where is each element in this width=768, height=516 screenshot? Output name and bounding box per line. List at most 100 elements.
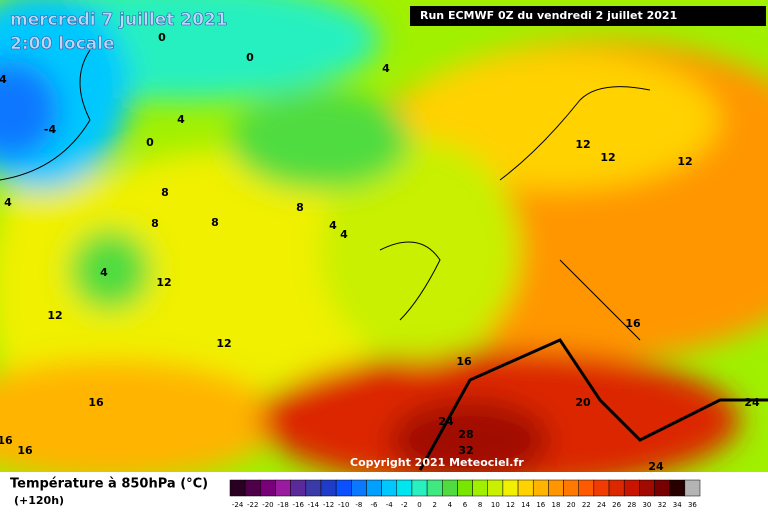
- contour-label: 12: [216, 337, 231, 350]
- colorbar-tick-label: 28: [627, 501, 636, 509]
- lead-time: (+120h): [14, 494, 64, 507]
- colorbar-tick-label: 34: [673, 501, 682, 509]
- colorbar-tick-label: 18: [552, 501, 561, 509]
- colorbar-swatch: [608, 479, 625, 497]
- colorbar-swatch: [290, 479, 307, 497]
- contour-label: 4: [382, 62, 390, 75]
- contour-label: 12: [156, 276, 171, 289]
- colorbar-swatch: [684, 479, 701, 497]
- colorbar-swatch: [442, 479, 458, 497]
- colorbar-tick-label: -16: [293, 501, 305, 509]
- colorbar-swatch: [472, 479, 488, 497]
- contour-label: 8: [211, 216, 219, 229]
- colorbar-swatch: [563, 479, 579, 497]
- colorbar-tick-label: 26: [612, 501, 621, 509]
- colorbar-swatch: [517, 479, 534, 497]
- colorbar-tick-label: 36: [688, 501, 697, 509]
- contour-label: 28: [458, 428, 473, 441]
- contour-label: 4: [0, 73, 7, 86]
- colorbar-tick-label: 4: [448, 501, 453, 509]
- contour-label: 16: [17, 444, 33, 457]
- colorbar-tick-label: 2: [432, 501, 436, 509]
- contour-label: 0: [146, 136, 154, 149]
- colorbar-swatch: [548, 479, 564, 497]
- colorbar-swatch: [396, 479, 413, 497]
- colorbar-tick-label: 16: [536, 501, 545, 509]
- colorbar-swatch: [532, 479, 549, 497]
- colorbar-swatch: [654, 479, 670, 497]
- contour-label: -4: [44, 123, 57, 136]
- colorbar-tick-label: 24: [597, 501, 606, 509]
- colorbar-tick-label: -4: [386, 501, 394, 509]
- colorbar-swatch: [260, 479, 276, 497]
- contour-label: 12: [47, 309, 62, 322]
- contour-label: 4: [329, 219, 337, 232]
- colorbar-swatch: [366, 479, 382, 497]
- colorbar-swatch: [335, 479, 352, 497]
- contour-label: 12: [575, 138, 590, 151]
- copyright: Copyright 2021 Meteociel.fr: [350, 456, 524, 469]
- colorbar-swatch: [411, 479, 428, 497]
- contour-label: 32: [458, 444, 473, 457]
- colorbar-tick-label: 20: [567, 501, 576, 509]
- colorbar-swatch: [275, 479, 291, 497]
- colorbar-tick-label: -6: [371, 501, 379, 509]
- colorbar-swatch: [593, 479, 610, 497]
- contour-label: 4: [340, 228, 348, 241]
- colorbar-tick-label: -10: [338, 501, 349, 509]
- colorbar-tick-label: 30: [642, 501, 651, 509]
- colorbar-tick-label: -14: [308, 501, 320, 509]
- contour-label: 4: [100, 266, 108, 279]
- contour-label: 8: [151, 217, 159, 230]
- colorbar-swatch: [426, 479, 443, 497]
- contour-label: 20: [575, 396, 591, 409]
- colorbar-tick-label: -2: [401, 501, 408, 509]
- colorbar-tick-label: -24: [232, 501, 244, 509]
- colorbar-swatch: [623, 479, 640, 497]
- date-title: mercredi 7 juillet 2021: [10, 10, 228, 30]
- colorbar-swatch: [305, 479, 322, 497]
- contour-label: 0: [246, 51, 254, 64]
- colorbar-tick-label: 14: [521, 501, 530, 509]
- contour-label: 16: [625, 317, 641, 330]
- legend-title: Température à 850hPa (°C): [10, 477, 208, 492]
- colorbar-tick-label: 10: [491, 501, 500, 509]
- colorbar-tick-label: 6: [463, 501, 468, 509]
- contour-label: 12: [600, 151, 615, 164]
- contour-label: 4: [177, 113, 185, 126]
- contour-label: 12: [677, 155, 692, 168]
- colorbar-swatch: [487, 479, 504, 497]
- contour-label: 8: [161, 186, 169, 199]
- colorbar-swatch: [320, 479, 337, 497]
- colorbar-tick-label: -8: [355, 501, 362, 509]
- time-title: 2:00 locale: [10, 34, 115, 54]
- colorbar-swatch: [502, 479, 519, 497]
- contour-label: 24: [744, 396, 760, 409]
- colorbar-swatch: [351, 479, 367, 497]
- contour-label: 16: [88, 396, 104, 409]
- contour-label: 16: [0, 434, 13, 447]
- run-box: [410, 6, 766, 26]
- colorbar-swatch: [229, 479, 246, 497]
- temperature-field: [0, 0, 768, 490]
- contour-label: 24: [648, 460, 664, 473]
- contour-label: 0: [158, 31, 166, 44]
- colorbar-tick-label: 32: [658, 501, 667, 509]
- colorbar-tick-label: -22: [247, 501, 258, 509]
- contour-label: 16: [456, 355, 472, 368]
- colorbar-tick-label: 22: [582, 501, 591, 509]
- colorbar-swatch: [244, 479, 261, 497]
- colorbar-tick-label: -12: [323, 501, 334, 509]
- colorbar-swatch: [669, 479, 686, 497]
- colorbar-swatch: [381, 479, 398, 497]
- colorbar-swatch: [639, 479, 655, 497]
- contour-label: 24: [438, 415, 454, 428]
- contour-label: 4: [4, 196, 12, 209]
- colorbar-swatch: [578, 479, 595, 497]
- colorbar-tick-label: 8: [478, 501, 482, 509]
- colorbar-tick-label: 0: [417, 501, 421, 509]
- colorbar-swatch: [457, 479, 473, 497]
- colorbar-tick-label: 12: [506, 501, 515, 509]
- colorbar-tick-label: -20: [262, 501, 273, 509]
